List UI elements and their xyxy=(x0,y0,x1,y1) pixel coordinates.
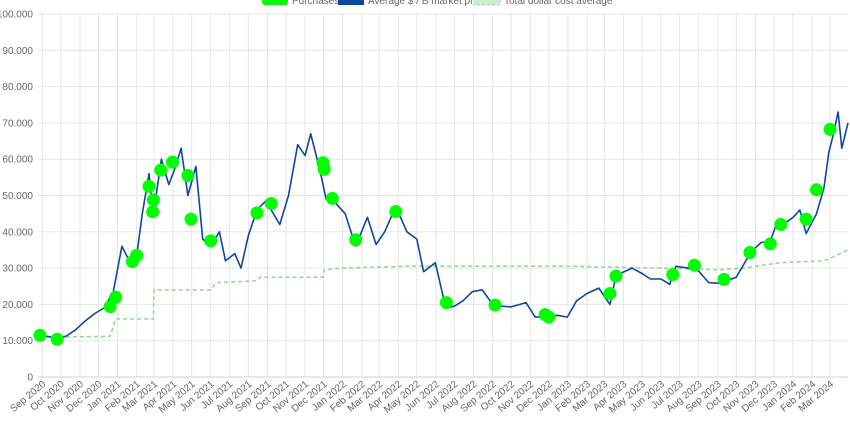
purchase-point xyxy=(717,272,731,286)
purchase-point xyxy=(317,162,331,176)
y-tick-label: 80.000 xyxy=(2,82,33,93)
grid xyxy=(38,13,848,378)
legend: Purchases Average $ / B market price Total… xyxy=(262,0,613,7)
purchase-point xyxy=(146,193,160,207)
purchase-point xyxy=(799,212,813,226)
purchase-point xyxy=(763,237,777,251)
purchase-point xyxy=(666,268,680,282)
y-axis: 0 10.000 20.000 30.000 40.000 50.000 60.000 70.… xyxy=(0,10,33,384)
purchase-point xyxy=(33,328,47,342)
legend-item: Average $ / B market price xyxy=(338,0,487,7)
purchase-point xyxy=(264,197,278,210)
purchase-point xyxy=(154,163,168,177)
purchase-point xyxy=(142,179,156,193)
legend-swatch xyxy=(338,0,364,5)
purchase-point xyxy=(325,191,339,205)
purchase-point xyxy=(743,246,757,259)
y-tick-label: 30.000 xyxy=(2,264,33,275)
purchase-point xyxy=(146,205,160,219)
y-tick-label: 100.000 xyxy=(0,10,33,21)
dca-line xyxy=(37,249,849,338)
purchase-point xyxy=(349,233,363,247)
purchase-point xyxy=(250,206,264,220)
legend-item: Total dollar cost average xyxy=(473,0,613,7)
legend-swatch xyxy=(473,0,501,6)
purchase-point xyxy=(166,155,179,169)
purchase-point xyxy=(184,212,198,226)
y-tick-label: 60.000 xyxy=(2,155,33,166)
purchase-point xyxy=(542,310,556,324)
y-tick-label: 90.000 xyxy=(2,46,33,57)
purchase-point xyxy=(810,183,823,197)
purchase-point xyxy=(389,205,403,218)
purchase-point xyxy=(823,122,837,136)
purchase-markers xyxy=(33,122,837,346)
purchase-point xyxy=(609,269,623,283)
y-tick-label: 50.000 xyxy=(2,191,33,202)
purchase-point xyxy=(130,248,144,262)
purchase-point xyxy=(488,298,502,312)
purchase-point xyxy=(687,258,701,272)
legend-swatch xyxy=(262,0,288,5)
y-tick-label: 10.000 xyxy=(2,336,33,347)
purchase-point xyxy=(109,290,123,304)
purchase-point xyxy=(50,332,64,346)
y-tick-label: 40.000 xyxy=(2,227,33,238)
y-tick-label: 20.000 xyxy=(2,300,33,311)
purchase-point xyxy=(103,300,117,314)
purchase-point xyxy=(204,234,218,248)
purchase-point xyxy=(181,169,195,182)
legend-label: Purchases xyxy=(292,0,339,7)
purchase-point xyxy=(439,296,453,310)
purchase-point xyxy=(774,218,788,231)
y-tick-label: 0 xyxy=(27,373,33,384)
purchase-point xyxy=(603,287,617,300)
legend-label: Average $ / B market price xyxy=(368,0,487,7)
y-tick-label: 70.000 xyxy=(2,118,33,129)
legend-label: Total dollar cost average xyxy=(504,0,613,7)
legend-item: Purchases xyxy=(262,0,339,7)
